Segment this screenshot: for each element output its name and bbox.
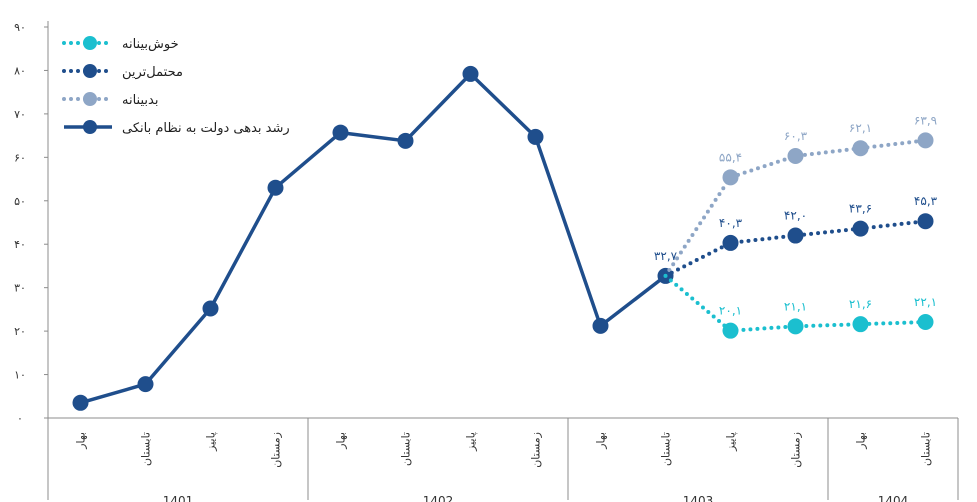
data-point: [917, 132, 934, 149]
legend-marker: [83, 64, 97, 78]
x-tick-label: تابستان: [140, 432, 153, 466]
series-line-0: [80, 72, 667, 405]
legend-marker: [83, 120, 97, 134]
y-tick-label: ۵۰: [14, 195, 26, 208]
data-point: [267, 179, 284, 196]
axes: ۰ ۱۰ ۲۰ ۳۰ ۴۰ ۵۰ ۶۰ ۷۰ ۸۰ ۹۰ بهار تابستان پاییز زمستا…: [14, 21, 959, 502]
data-point: [397, 132, 414, 149]
legend-label: خوش‌بینانه: [122, 37, 179, 52]
series-line-3: [663, 273, 928, 333]
legend-label: بدبینانه: [122, 93, 158, 108]
y-tick-label: ۰: [17, 412, 23, 425]
year-label: 1403: [683, 494, 714, 502]
year-label: 1402: [423, 494, 454, 502]
data-point: [527, 128, 544, 145]
y-tick-label: ۱۰: [14, 369, 26, 382]
legend: خوش‌بینانه محتمل‌ترین بدبینانه رشد بدهی دول…: [62, 36, 290, 136]
series-layer: [72, 65, 934, 411]
y-tick-label: ۴۰: [14, 238, 26, 251]
data-label: ۲۱,۶: [849, 297, 872, 311]
x-tick-label: بهار: [335, 432, 348, 450]
data-label: ۴۵,۳: [914, 194, 938, 208]
data-label: ۶۳,۹: [914, 113, 937, 127]
data-label: ۲۰,۱: [719, 304, 742, 318]
year-label: 1404: [878, 494, 909, 502]
x-tick-label: زمستان: [270, 432, 283, 468]
x-tick-label: پاییز: [465, 432, 478, 452]
data-point: [72, 394, 89, 411]
data-point: [852, 316, 869, 333]
legend-marker: [83, 36, 97, 50]
y-tick-label: ۹۰: [14, 21, 26, 34]
data-point: [722, 234, 739, 251]
data-point: [917, 313, 934, 330]
legend-marker: [83, 92, 97, 106]
data-label: ۴۰,۳: [719, 216, 743, 230]
x-tick-label: بهار: [75, 432, 88, 450]
data-label: ۶۲,۱: [849, 121, 872, 135]
x-tick-label: پاییز: [725, 432, 738, 452]
data-labels: ۳۲,۷ ۵۵,۴ ۶۰,۳ ۶۲,۱ ۶۳,۹ ۴۰,۳ ۴۲,۰ ۴۳,۶ ۴۵,۳ ۲۰,۱…: [654, 113, 938, 317]
series-line-1: [663, 138, 928, 278]
data-point: [202, 300, 219, 317]
x-tick-label: پاییز: [205, 432, 218, 452]
data-point: [722, 169, 739, 186]
x-tick-label: تابستان: [660, 432, 673, 466]
data-point: [592, 317, 609, 334]
y-tick-label: ۷۰: [14, 108, 26, 121]
data-label: ۲۱,۱: [784, 299, 807, 313]
x-tick-label: تابستان: [920, 432, 933, 466]
data-point: [332, 124, 349, 141]
data-point: [852, 220, 869, 237]
y-tick-label: ۲۰: [14, 325, 26, 338]
data-label: ۴۲,۰: [784, 209, 807, 223]
x-tick-label: بهار: [855, 432, 868, 450]
data-point: [787, 148, 804, 165]
data-label: ۲۲,۱: [914, 295, 937, 309]
data-label: ۴۳,۶: [849, 202, 872, 216]
x-tick-label: تابستان: [400, 432, 413, 466]
x-tick-label: زمستان: [790, 432, 803, 468]
data-point: [917, 213, 934, 230]
data-point: [722, 322, 739, 339]
data-point: [852, 140, 869, 157]
legend-label: محتمل‌ترین: [122, 65, 183, 80]
data-point: [787, 227, 804, 244]
y-tick-label: ۸۰: [14, 64, 26, 77]
data-point: [787, 318, 804, 335]
year-label: 1401: [163, 494, 194, 502]
data-point: [462, 65, 479, 82]
legend-label: رشد بدهی دولت به نظام بانکی: [122, 121, 290, 136]
data-label: ۳۲,۷: [654, 249, 678, 263]
y-tick-label: ۶۰: [14, 151, 26, 164]
y-tick-label: ۳۰: [14, 282, 26, 295]
data-label: ۵۵,۴: [719, 150, 742, 164]
x-tick-label: زمستان: [530, 432, 543, 468]
data-point: [137, 376, 154, 393]
data-label: ۶۰,۳: [784, 129, 808, 143]
x-tick-label: بهار: [595, 432, 608, 450]
